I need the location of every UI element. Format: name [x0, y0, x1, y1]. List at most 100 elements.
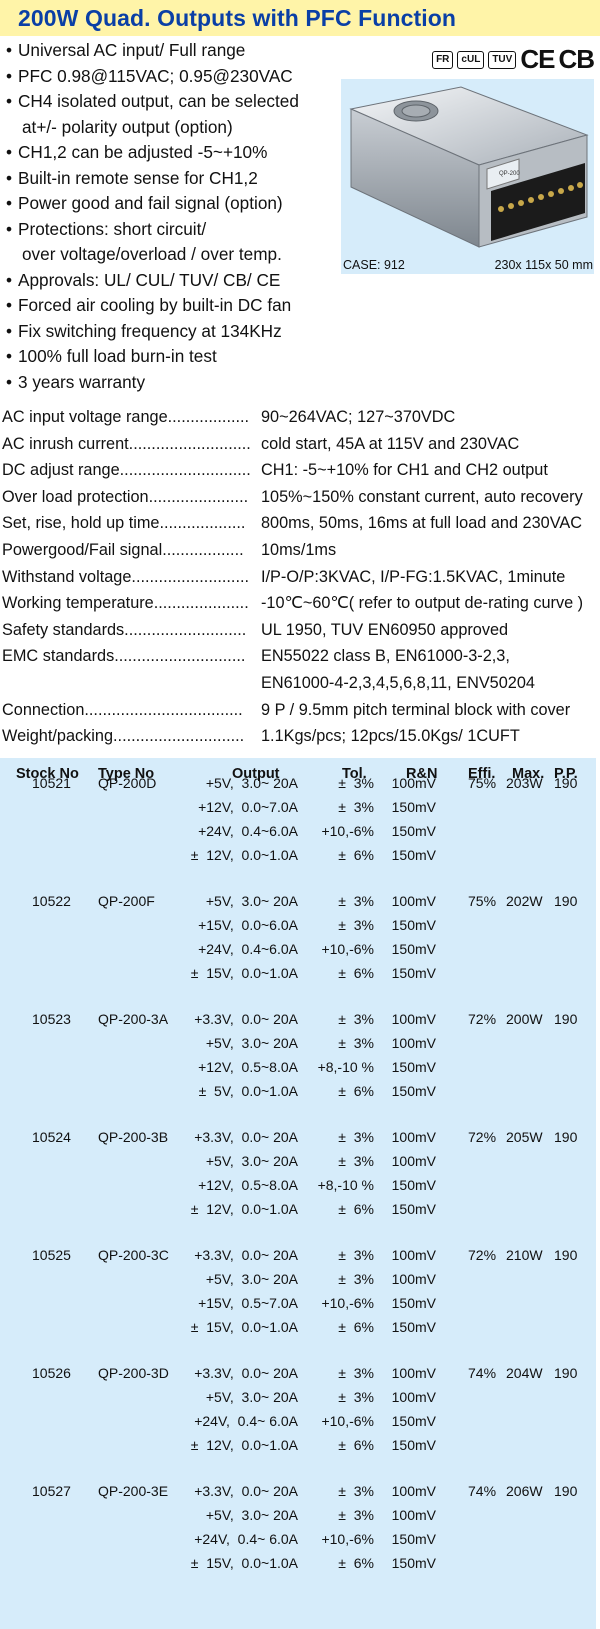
- rn-cell: 100mV: [391, 1365, 436, 1381]
- pp-cell: 190: [554, 1247, 578, 1263]
- table-line: +5V, 3.0~ 20A ± 3% 100mV: [0, 1031, 596, 1055]
- stock-no-cell: 10522: [32, 893, 71, 909]
- case-info: CASE: 912 230x 115x 50 mm: [343, 258, 593, 272]
- tol-cell: +8,-10 %: [317, 1177, 374, 1193]
- tuv-cert-icon: TUV: [488, 50, 517, 69]
- output-cell: +24V, 0.4~6.0A: [198, 941, 298, 957]
- table-line: ± 15V, 0.0~1.0A ± 6% 150mV: [0, 961, 596, 985]
- title-bar: 200W Quad. Outputs with PFC Function: [0, 0, 600, 36]
- feature-text: at+/- polarity output (option): [22, 116, 233, 137]
- feature-item: over voltage/overload / over temp.: [0, 242, 345, 268]
- bullet-icon: •: [5, 371, 13, 392]
- spec-value: cold start, 45A at 115V and 230VAC: [261, 434, 520, 453]
- type-no-cell: QP-200-3A: [98, 1011, 169, 1027]
- table-line: 10521 QP-200D 75% 203W 190 +5V, 3.0~ 20A ± 3% 1…: [0, 771, 596, 795]
- header-rn: R&N: [406, 766, 438, 782]
- effi-cell: 72%: [468, 1011, 497, 1027]
- tol-cell: ± 3%: [338, 1035, 374, 1051]
- output-cell: ± 5V, 0.0~1.0A: [198, 1083, 298, 1099]
- output-cell: ± 15V, 0.0~1.0A: [190, 1319, 298, 1335]
- table-row: 10522 QP-200F 75% 202W 190 +5V, 3.0~ 20A ± 3% 1…: [0, 889, 596, 989]
- rn-cell: 100mV: [391, 1011, 436, 1027]
- feature-item: • 3 years warranty: [0, 370, 345, 396]
- rn-cell: 150mV: [391, 1531, 436, 1547]
- table-line: +5V, 3.0~ 20A ± 3% 100mV: [0, 1503, 596, 1527]
- feature-item: • Fix switching frequency at 134KHz: [0, 319, 345, 345]
- feature-text: Approvals: UL/ CUL/ TUV/ CB/ CE: [18, 269, 281, 290]
- tol-cell: +10,-6%: [321, 1413, 374, 1429]
- spec-list: AC input voltage range..................…: [2, 404, 600, 750]
- table-line: ± 12V, 0.0~1.0A ± 6% 150mV: [0, 1433, 596, 1457]
- type-no-cell: QP-200-3B: [98, 1129, 169, 1145]
- effi-cell: 72%: [468, 1247, 497, 1263]
- output-cell: ± 12V, 0.0~1.0A: [190, 1437, 298, 1453]
- rn-cell: 150mV: [391, 1295, 436, 1311]
- tol-cell: ± 3%: [338, 775, 374, 791]
- spec-value: 1.1Kgs/pcs; 12pcs/15.0Kgs/ 1CUFT: [261, 727, 520, 746]
- output-cell: +24V, 0.4~ 6.0A: [194, 1413, 298, 1429]
- product-model-text: QP-200: [499, 171, 520, 177]
- feature-item: • Universal AC input/ Full range: [0, 38, 345, 64]
- output-cell: +24V, 0.4~ 6.0A: [194, 1531, 298, 1547]
- tol-cell: ± 3%: [338, 1011, 374, 1027]
- max-cell: 210W: [506, 1247, 543, 1263]
- effi-cell: 75%: [468, 775, 497, 791]
- pp-cell: 190: [554, 775, 578, 791]
- rn-cell: 100mV: [391, 1247, 436, 1263]
- table-line: +5V, 3.0~ 20A ± 3% 100mV: [0, 1267, 596, 1291]
- header-stock-no: Stock No: [16, 766, 79, 782]
- spec-row: Set, rise, hold up time.................…: [2, 510, 600, 537]
- stock-no-cell: 10527: [32, 1483, 71, 1499]
- rn-cell: 150mV: [391, 1437, 436, 1453]
- table-line: 10523 QP-200-3A 72% 200W 190 +3.3V, 0.0~ 20A ±…: [0, 1007, 596, 1031]
- rn-cell: 150mV: [391, 1177, 436, 1193]
- cb-cert-icon: CB: [558, 44, 595, 74]
- bullet-icon: •: [5, 40, 13, 60]
- spec-label: AC input voltage range..................: [2, 408, 250, 426]
- product-photo-panel: QP-200: [341, 79, 594, 274]
- tol-cell: ± 3%: [338, 799, 374, 815]
- spec-row: Connection..............................…: [2, 697, 600, 724]
- stock-no-cell: 10524: [32, 1129, 71, 1145]
- table-line: +15V, 0.0~6.0A ± 3% 150mV: [0, 913, 596, 937]
- effi-cell: 74%: [468, 1483, 497, 1499]
- output-cell: +15V, 0.0~6.0A: [198, 917, 298, 933]
- tol-cell: ± 3%: [338, 1483, 374, 1499]
- output-cell: +5V, 3.0~ 20A: [205, 1271, 298, 1287]
- certification-marks: FR cUL TUV CE CB: [432, 44, 595, 75]
- table-line: +15V, 0.5~7.0A +10,-6% 150mV: [0, 1291, 596, 1315]
- table-line: +5V, 3.0~ 20A ± 3% 100mV: [0, 1149, 596, 1173]
- tol-cell: ± 3%: [338, 1153, 374, 1169]
- table-line: +12V, 0.5~8.0A +8,-10 % 150mV: [0, 1173, 596, 1197]
- output-cell: +5V, 3.0~ 20A: [205, 893, 298, 909]
- tol-cell: ± 6%: [338, 1437, 374, 1453]
- table-line: +24V, 0.4~6.0A +10,-6% 150mV: [0, 819, 596, 843]
- rn-cell: 150mV: [391, 823, 436, 839]
- tol-cell: ± 6%: [338, 1319, 374, 1335]
- feature-text: 100% full load burn-in test: [18, 346, 217, 366]
- spec-row: AC inrush current.......................…: [2, 431, 600, 458]
- bullet-icon: •: [5, 167, 13, 188]
- feature-item: • CH4 isolated output, can be selected: [0, 89, 345, 115]
- output-cell: +12V, 0.0~7.0A: [198, 799, 298, 815]
- table-line: ± 5V, 0.0~1.0A ± 6% 150mV: [0, 1079, 596, 1103]
- feature-item: • Built-in remote sense for CH1,2: [0, 166, 345, 192]
- pp-cell: 190: [554, 1365, 578, 1381]
- rn-cell: 150mV: [391, 847, 436, 863]
- pp-cell: 190: [554, 1011, 578, 1027]
- output-cell: +5V, 3.0~ 20A: [205, 1035, 298, 1051]
- feature-list: • Universal AC input/ Full range • PFC 0.98…: [0, 38, 345, 395]
- max-cell: 203W: [506, 775, 543, 791]
- feature-item: • Forced air cooling by built-in DC fan: [0, 293, 345, 319]
- table-line: 10526 QP-200-3D 74% 204W 190 +3.3V, 0.0~ 20A ±…: [0, 1361, 596, 1385]
- spec-value: 105%~150% constant current, auto recover…: [261, 487, 583, 506]
- output-cell: +15V, 0.5~7.0A: [198, 1295, 298, 1311]
- output-cell: ± 15V, 0.0~1.0A: [190, 1555, 298, 1571]
- output-cell: ± 12V, 0.0~1.0A: [190, 1201, 298, 1217]
- rn-cell: 100mV: [391, 1271, 436, 1287]
- output-cell: +5V, 3.0~ 20A: [205, 1153, 298, 1169]
- spec-label: Connection..............................…: [2, 700, 243, 719]
- tol-cell: ± 6%: [338, 965, 374, 981]
- rn-cell: 100mV: [391, 1153, 436, 1169]
